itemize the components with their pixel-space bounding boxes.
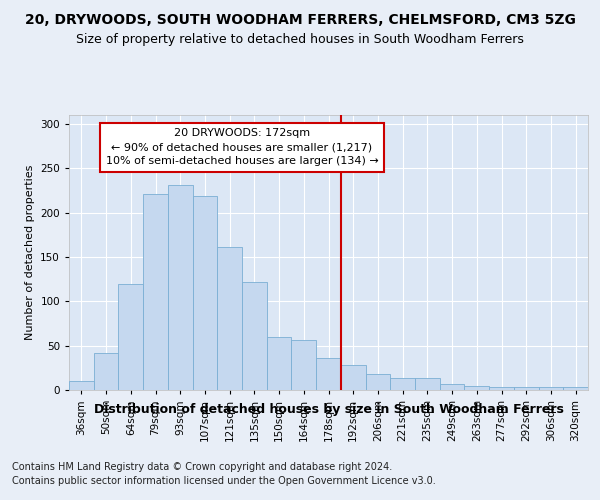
Text: Size of property relative to detached houses in South Woodham Ferrers: Size of property relative to detached ho… <box>76 32 524 46</box>
Bar <box>365 374 390 390</box>
Bar <box>563 388 588 390</box>
Bar <box>217 247 242 390</box>
Text: 20 DRYWOODS: 172sqm
← 90% of detached houses are smaller (1,217)
10% of semi-det: 20 DRYWOODS: 172sqm ← 90% of detached ho… <box>106 128 379 166</box>
Bar <box>316 358 341 390</box>
Text: Contains HM Land Registry data © Crown copyright and database right 2024.: Contains HM Land Registry data © Crown c… <box>12 462 392 472</box>
Bar <box>267 337 292 390</box>
Bar <box>341 365 365 390</box>
Bar <box>94 352 118 390</box>
Bar <box>514 388 539 390</box>
Bar <box>539 388 563 390</box>
Bar <box>390 378 415 390</box>
Bar <box>292 340 316 390</box>
Y-axis label: Number of detached properties: Number of detached properties <box>25 165 35 340</box>
Bar <box>464 386 489 390</box>
Bar <box>118 284 143 390</box>
Text: Contains public sector information licensed under the Open Government Licence v3: Contains public sector information licen… <box>12 476 436 486</box>
Bar <box>415 378 440 390</box>
Bar <box>489 388 514 390</box>
Bar <box>193 196 217 390</box>
Bar <box>440 384 464 390</box>
Bar <box>242 282 267 390</box>
Bar <box>143 194 168 390</box>
Bar <box>69 381 94 390</box>
Bar <box>168 185 193 390</box>
Text: 20, DRYWOODS, SOUTH WOODHAM FERRERS, CHELMSFORD, CM3 5ZG: 20, DRYWOODS, SOUTH WOODHAM FERRERS, CHE… <box>25 12 575 26</box>
Text: Distribution of detached houses by size in South Woodham Ferrers: Distribution of detached houses by size … <box>94 402 564 415</box>
